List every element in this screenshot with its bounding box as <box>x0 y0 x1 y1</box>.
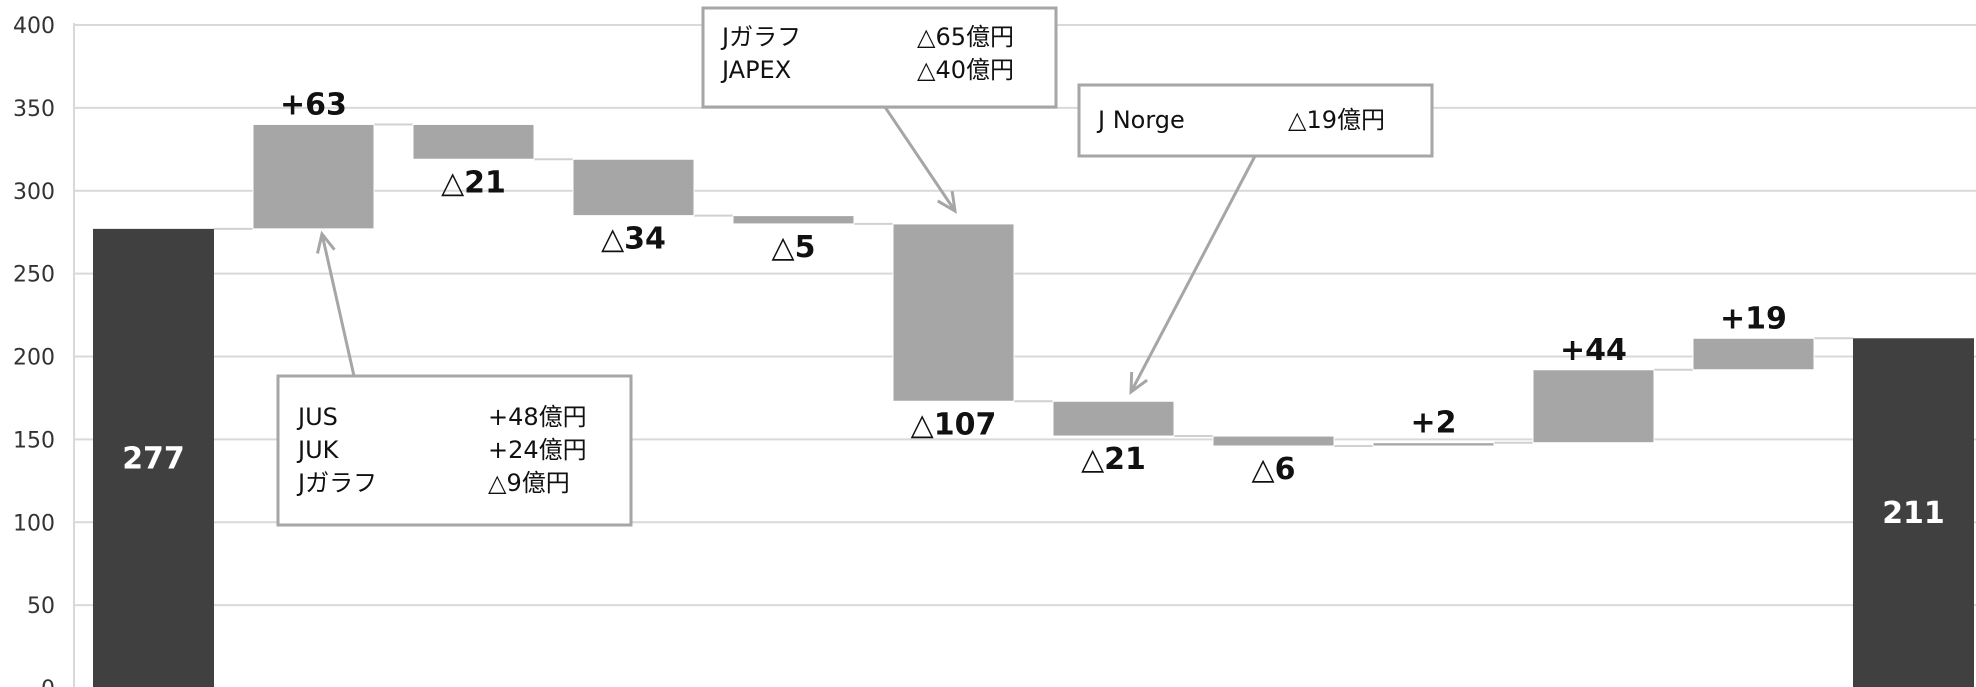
decrease-bar <box>892 223 1015 402</box>
step-value-label: △107 <box>911 407 997 442</box>
step-value-label: +44 <box>1560 333 1627 368</box>
step-value-label: +63 <box>280 87 347 122</box>
callout-arrow-line <box>1129 155 1257 393</box>
total-bar <box>93 228 214 687</box>
callout-value: +24億円 <box>488 436 587 464</box>
callout-layer: JUS +48億円 JUK +24億円 Jガラフ △9億円 Jガラフ △65億円 JAPEX △4… <box>276 6 1434 527</box>
step-value-label: △21 <box>441 165 506 200</box>
callout-box: Jガラフ △65億円 JAPEX △40億円 <box>701 6 1058 214</box>
y-tick-label: 200 <box>13 346 55 371</box>
y-tick-label: 400 <box>13 14 55 39</box>
total-value-label: 277 <box>122 441 185 476</box>
label-layer: 277 +63 △21 △34 △5 △107 △21 △6 +2 +44 +19 211 <box>122 87 1945 531</box>
y-tick-label: 150 <box>13 428 55 453</box>
callout-name: JUK <box>296 436 340 464</box>
callout-name: JAPEX <box>720 56 791 84</box>
callout-arrow-line <box>320 233 356 377</box>
callout-frame <box>276 374 633 527</box>
total-bar <box>1853 338 1974 687</box>
callout-value: △9億円 <box>488 469 570 497</box>
callout-value: △65億円 <box>917 23 1014 51</box>
callout-arrowhead <box>316 230 336 254</box>
y-tick-label: 100 <box>13 511 55 536</box>
callout-name: J Norge <box>1096 106 1185 134</box>
callout-box: JUS +48億円 JUK +24億円 Jガラフ △9億円 <box>276 230 633 527</box>
callout-name: Jガラフ <box>296 469 377 497</box>
step-value-label: △21 <box>1081 442 1146 477</box>
increase-bar <box>1372 442 1495 447</box>
bar-layer <box>93 123 1974 687</box>
callout-value: +48億円 <box>488 403 587 431</box>
decrease-bar <box>1052 400 1175 437</box>
callout-name: Jガラフ <box>720 23 801 51</box>
callout-value: △19億円 <box>1288 106 1385 134</box>
y-tick-label: 0 <box>41 677 55 687</box>
total-value-label: 211 <box>1882 496 1945 531</box>
y-tick-label: 350 <box>13 97 55 122</box>
callout-box: J Norge △19億円 <box>1077 83 1434 396</box>
grid-layer: 0 50 100 150 200 250 300 350 400 <box>13 14 1976 687</box>
callout-arrowhead <box>1129 371 1148 396</box>
callout-frame <box>701 6 1058 109</box>
callout-arrow-line <box>883 106 957 212</box>
decrease-bar <box>572 158 695 217</box>
callout-value: △40億円 <box>917 56 1014 84</box>
y-tick-label: 250 <box>13 263 55 288</box>
step-value-label: △5 <box>772 230 816 265</box>
callout-arrowhead <box>936 190 957 214</box>
step-value-label: +19 <box>1720 301 1787 336</box>
increase-bar <box>1532 369 1655 444</box>
increase-bar <box>252 123 375 230</box>
callout-frame <box>1077 83 1434 158</box>
decrease-bar <box>412 123 535 160</box>
step-value-label: +2 <box>1410 406 1456 441</box>
y-tick-label: 300 <box>13 180 55 205</box>
connector-layer <box>214 123 1853 448</box>
step-value-label: △6 <box>1252 452 1296 487</box>
increase-bar <box>1692 337 1815 371</box>
y-tick-label: 50 <box>27 594 55 619</box>
step-value-label: △34 <box>601 222 666 257</box>
callout-name: JUS <box>296 403 338 431</box>
decrease-bar <box>732 215 855 225</box>
decrease-bar <box>1212 435 1335 447</box>
